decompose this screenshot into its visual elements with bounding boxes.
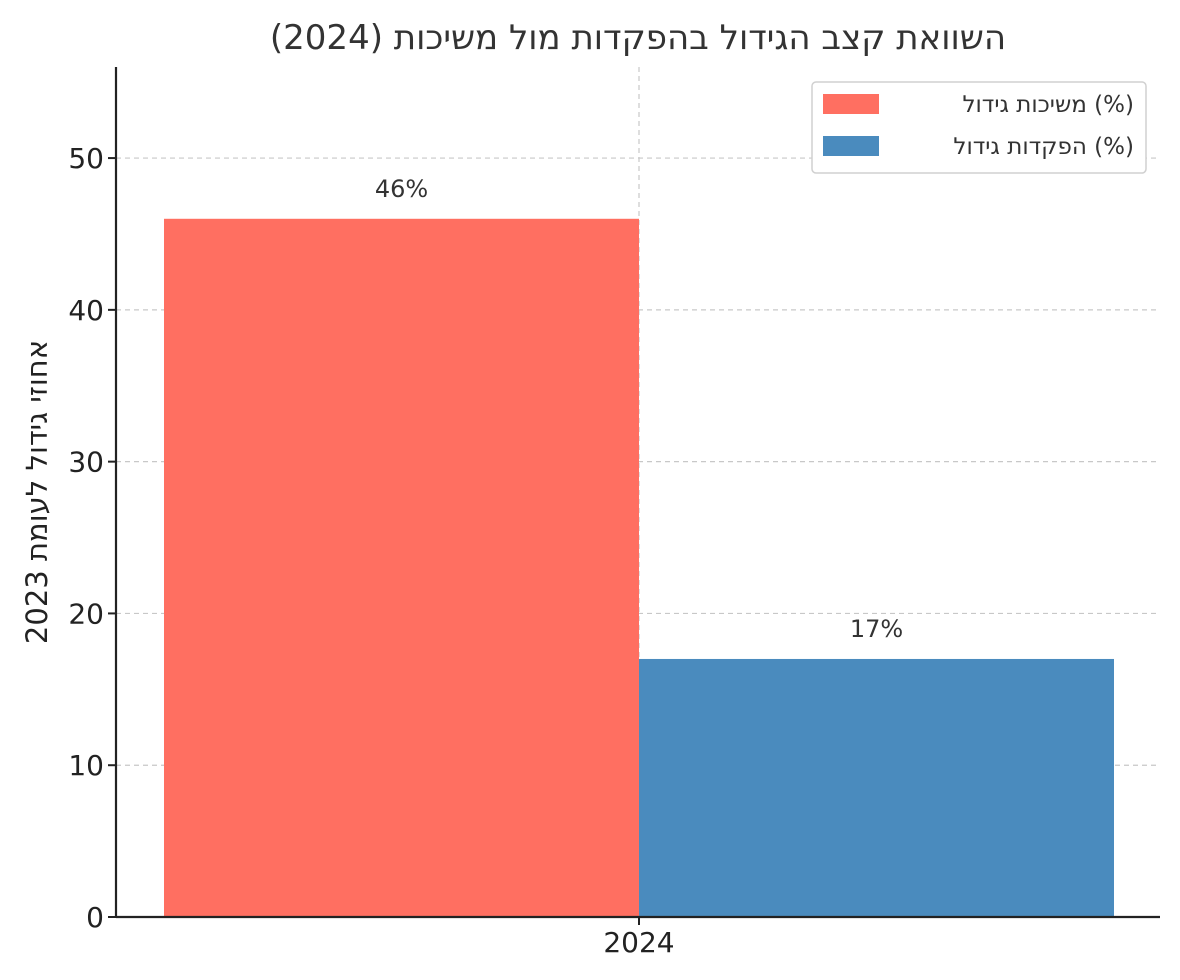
legend: משיכות גידול (%) הפקדות גידול (%) bbox=[811, 81, 1147, 174]
y-tick-label: 30 bbox=[68, 446, 104, 479]
x-axis-ticks: 2024 bbox=[603, 917, 675, 959]
y-axis-ticks: 0 10 20 30 40 50 bbox=[68, 142, 116, 934]
y-tick-label: 40 bbox=[68, 294, 104, 327]
legend-label: משיכות גידול (%) bbox=[962, 92, 1134, 118]
legend-box bbox=[811, 81, 1147, 174]
bar-value-label: 17% bbox=[850, 615, 903, 643]
y-axis-label: אחוזי גידול לעומת 2023 bbox=[20, 340, 54, 644]
bars bbox=[164, 218, 1114, 918]
y-tick-label: 0 bbox=[86, 901, 104, 934]
bar-1 bbox=[164, 218, 639, 918]
legend-label: הפקדות גידול (%) bbox=[953, 134, 1134, 160]
bar-value-label: 46% bbox=[375, 175, 428, 203]
bar-2 bbox=[639, 658, 1114, 917]
bar-value-labels: 46% 17% bbox=[375, 175, 903, 643]
y-tick-label: 50 bbox=[68, 142, 104, 175]
x-tick-label: 2024 bbox=[603, 926, 674, 959]
legend-swatch bbox=[823, 94, 879, 114]
y-tick-label: 20 bbox=[68, 597, 104, 630]
legend-items: משיכות גידול (%) הפקדות גידול (%) bbox=[823, 92, 1134, 160]
y-tick-label: 10 bbox=[68, 749, 104, 782]
chart-title: השוואת קצב הגידול בהפקדות מול משיכות (20… bbox=[270, 18, 1006, 58]
legend-swatch bbox=[823, 136, 879, 156]
